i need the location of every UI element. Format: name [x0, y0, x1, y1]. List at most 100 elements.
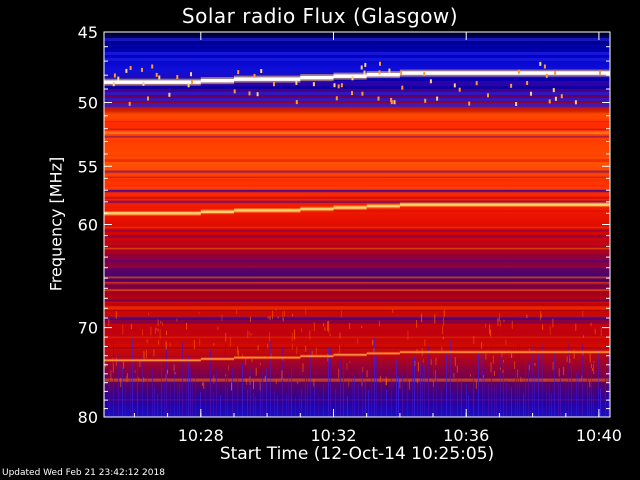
- spectrogram-band: [104, 282, 610, 285]
- emission-speckle: [187, 83, 190, 88]
- spectrogram-fleck: [143, 351, 145, 361]
- spectrogram-fleck: [291, 332, 293, 341]
- spectrogram-fleck: [503, 319, 505, 322]
- bright-line-1: [104, 80, 201, 84]
- spectrogram-stripe: [488, 383, 489, 417]
- spectrogram-stripe: [482, 351, 483, 417]
- spectrogram-fleck: [328, 328, 330, 333]
- emission-speckle: [253, 73, 256, 78]
- spectrogram-fleck: [268, 332, 270, 342]
- spectrogram-fleck: [386, 378, 387, 385]
- bright-line-2: [366, 204, 400, 208]
- spectrogram-stripe: [250, 368, 251, 417]
- emission-speckle: [112, 82, 115, 87]
- spectrogram-fleck: [139, 359, 141, 368]
- emission-speckle: [295, 100, 298, 105]
- spectrogram-band: [104, 170, 610, 174]
- spectrogram-stripe: [274, 391, 275, 417]
- spectrogram-stripe: [371, 354, 372, 417]
- emission-speckle: [340, 83, 343, 88]
- spectrogram-stripe: [402, 373, 403, 417]
- emission-speckle: [475, 81, 478, 86]
- spectrogram-stripe: [225, 344, 226, 417]
- spectrogram-fleck: [229, 336, 231, 347]
- spectrogram-fleck: [115, 311, 117, 319]
- spectrogram-stripe: [291, 368, 292, 417]
- spectrogram-stripe: [503, 361, 504, 417]
- bright-line-3: [366, 352, 400, 355]
- spectrogram-stripe: [528, 361, 529, 417]
- spectrogram-stripe: [466, 384, 467, 417]
- y-tick-label: 60: [78, 216, 98, 235]
- emission-speckle: [158, 75, 161, 80]
- emission-speckle: [142, 81, 145, 86]
- spectrogram-stripe: [506, 380, 507, 417]
- spectrogram-stripe: [511, 387, 512, 417]
- spectrogram-area: [104, 32, 610, 417]
- spectrogram-stripe: [182, 342, 183, 417]
- bright-line-1: [399, 71, 610, 75]
- spectrogram-stripe: [428, 346, 429, 417]
- bright-line-2: [104, 212, 201, 215]
- spectrogram-stripe: [179, 380, 180, 417]
- spectrogram-band: [104, 179, 610, 182]
- bright-line-3: [104, 359, 201, 362]
- spectrogram-fleck: [540, 313, 542, 319]
- spectrogram-stripe: [186, 372, 187, 417]
- emission-speckle: [487, 93, 489, 98]
- spectrogram-fleck: [499, 313, 500, 321]
- spectrogram-fleck: [490, 362, 492, 372]
- spectrogram-stripe: [305, 343, 306, 417]
- spectrogram-fleck: [231, 382, 232, 391]
- spectrogram-fleck: [250, 333, 252, 336]
- spectrogram-stripe: [414, 356, 415, 417]
- spectrogram-fleck: [236, 309, 238, 315]
- emission-speckle: [141, 67, 143, 72]
- spectrogram-fleck: [421, 313, 423, 323]
- spectrogram-fleck: [269, 315, 271, 321]
- spectrogram-fleck: [296, 346, 298, 355]
- emission-speckle: [361, 91, 364, 96]
- spectrogram-fleck: [221, 314, 223, 321]
- emission-speckle: [530, 91, 532, 96]
- spectrogram-band: [104, 289, 610, 291]
- spectrogram-stripe: [216, 369, 217, 417]
- spectrogram-fleck: [242, 354, 243, 358]
- spectrogram-stripe: [174, 362, 175, 417]
- spectrogram-fleck: [511, 352, 513, 358]
- bright-line-1: [366, 72, 400, 77]
- spectrogram-stripe: [314, 385, 315, 417]
- spectrogram-fleck: [424, 339, 426, 346]
- spectrogram-fleck: [146, 349, 147, 359]
- bright-line-2: [200, 210, 234, 213]
- spectrogram-fleck: [157, 319, 159, 326]
- emission-speckle: [379, 61, 381, 66]
- spectrogram-fleck: [349, 323, 351, 329]
- spectrogram-fleck: [186, 322, 187, 330]
- spectrogram-blue-band: [104, 92, 610, 95]
- spectrogram-band: [104, 187, 610, 189]
- spectrogram-band: [104, 260, 610, 263]
- spectrogram-stripe: [340, 360, 341, 417]
- spectrogram-stripe: [335, 389, 336, 417]
- spectrogram-fleck: [589, 353, 591, 363]
- spectrogram-fleck: [563, 366, 565, 376]
- emission-speckle: [191, 79, 193, 84]
- spectrogram-stripe: [343, 342, 344, 417]
- spectrogram-fleck: [148, 312, 150, 316]
- spectrogram-fleck: [267, 343, 269, 349]
- spectrogram-stripe: [237, 367, 238, 417]
- spectrogram-fleck: [283, 310, 285, 317]
- spectrogram-stripe: [391, 357, 392, 417]
- spectrogram-fleck: [301, 328, 303, 333]
- x-axis-ticks: 10:28 10:32 10:36 10:40: [133, 32, 622, 445]
- spectrogram-fleck: [490, 329, 492, 337]
- bright-line-3: [300, 355, 334, 357]
- spectrogram-fleck: [361, 325, 363, 328]
- spectrogram-blue-band: [104, 98, 610, 101]
- spectrogram-fleck: [120, 378, 122, 387]
- spectrogram-stripe: [142, 358, 143, 417]
- spectrogram-stripe: [441, 390, 442, 417]
- spectrogram-fleck: [150, 326, 152, 336]
- spectrogram-stripe: [109, 349, 110, 417]
